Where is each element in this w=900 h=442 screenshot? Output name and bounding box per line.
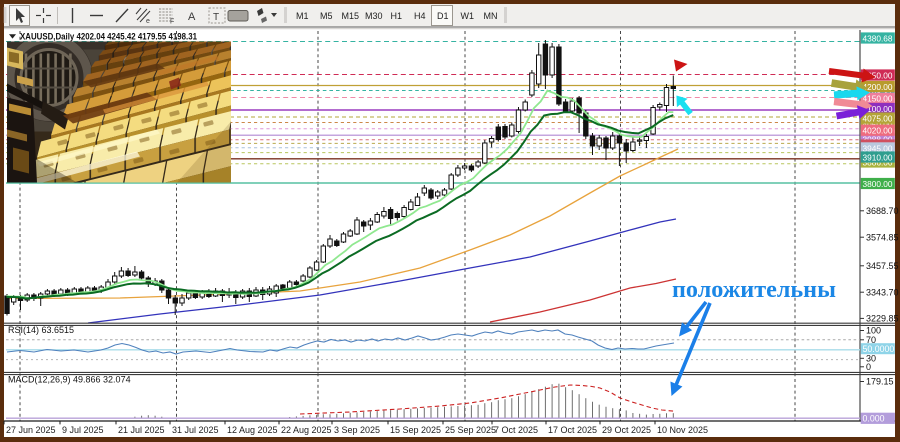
- svg-text:4075.00: 4075.00: [863, 113, 893, 123]
- svg-text:30: 30: [866, 354, 876, 364]
- svg-text:M30: M30: [365, 11, 383, 21]
- svg-text:3574.85: 3574.85: [866, 232, 899, 242]
- svg-text:3688.70: 3688.70: [866, 206, 899, 216]
- svg-text:9 Jul 2025: 9 Jul 2025: [62, 425, 104, 435]
- svg-text:17 Oct 2025: 17 Oct 2025: [548, 425, 597, 435]
- svg-text:4150.00: 4150.00: [863, 94, 893, 104]
- svg-text:4020.00: 4020.00: [863, 126, 893, 136]
- svg-text:T: T: [213, 12, 219, 23]
- svg-text:25 Sep 2025: 25 Sep 2025: [445, 425, 496, 435]
- svg-text:4050.00: 4050.00: [863, 119, 893, 129]
- svg-text:F: F: [170, 19, 174, 26]
- svg-text:7 Oct 2025: 7 Oct 2025: [494, 425, 538, 435]
- svg-text:3800.00: 3800.00: [863, 179, 893, 189]
- svg-text:e: e: [146, 18, 150, 25]
- svg-text:4200.00: 4200.00: [863, 82, 893, 92]
- svg-text:RSI(14) 63.6515: RSI(14) 63.6515: [8, 325, 74, 335]
- svg-text:XAUUSD,Daily 4202.04 4245.42: XAUUSD,Daily 4202.04 4245.42 4179.55 419…: [20, 32, 198, 43]
- svg-text:D1: D1: [437, 11, 449, 21]
- svg-text:4198.31: 4198.31: [863, 87, 893, 97]
- svg-text:27 Jun 2025: 27 Jun 2025: [6, 425, 56, 435]
- svg-text:3229.85: 3229.85: [866, 314, 899, 324]
- svg-text:179.15: 179.15: [866, 377, 894, 387]
- svg-text:3 Sep 2025: 3 Sep 2025: [334, 425, 380, 435]
- svg-text:MACD(12,26,9) 49.866 32.074: MACD(12,26,9) 49.866 32.074: [8, 375, 131, 385]
- svg-text:положительны: положительны: [672, 277, 836, 303]
- svg-text:0: 0: [866, 362, 871, 372]
- svg-text:H4: H4: [414, 11, 426, 21]
- svg-text:4380.68: 4380.68: [863, 33, 893, 43]
- svg-text:21 Jul 2025: 21 Jul 2025: [118, 425, 165, 435]
- svg-text:M1: M1: [296, 11, 309, 21]
- svg-text:15 Sep 2025: 15 Sep 2025: [390, 425, 441, 435]
- svg-text:M5: M5: [320, 11, 333, 21]
- svg-text:3945.00: 3945.00: [863, 143, 893, 153]
- svg-text:70: 70: [866, 335, 876, 345]
- svg-text:3457.55: 3457.55: [866, 261, 899, 271]
- svg-text:H1: H1: [391, 11, 403, 21]
- svg-text:12 Aug 2025: 12 Aug 2025: [227, 425, 278, 435]
- svg-text:MN: MN: [484, 11, 498, 21]
- svg-text:4250.00: 4250.00: [863, 70, 893, 80]
- svg-text:0.000: 0.000: [863, 413, 885, 423]
- svg-text:22 Aug 2025: 22 Aug 2025: [281, 425, 332, 435]
- svg-text:W1: W1: [461, 11, 475, 21]
- svg-text:3343.70: 3343.70: [866, 287, 899, 297]
- svg-text:4100.00: 4100.00: [863, 104, 893, 114]
- svg-text:10 Nov 2025: 10 Nov 2025: [657, 425, 708, 435]
- svg-text:3910.00: 3910.00: [863, 152, 893, 162]
- svg-text:50.0000: 50.0000: [863, 344, 895, 354]
- svg-text:M15: M15: [342, 11, 360, 21]
- svg-text:31 Jul 2025: 31 Jul 2025: [172, 425, 219, 435]
- svg-text:29 Oct 2025: 29 Oct 2025: [602, 425, 651, 435]
- svg-text:A: A: [188, 11, 196, 23]
- svg-text:100: 100: [866, 326, 881, 336]
